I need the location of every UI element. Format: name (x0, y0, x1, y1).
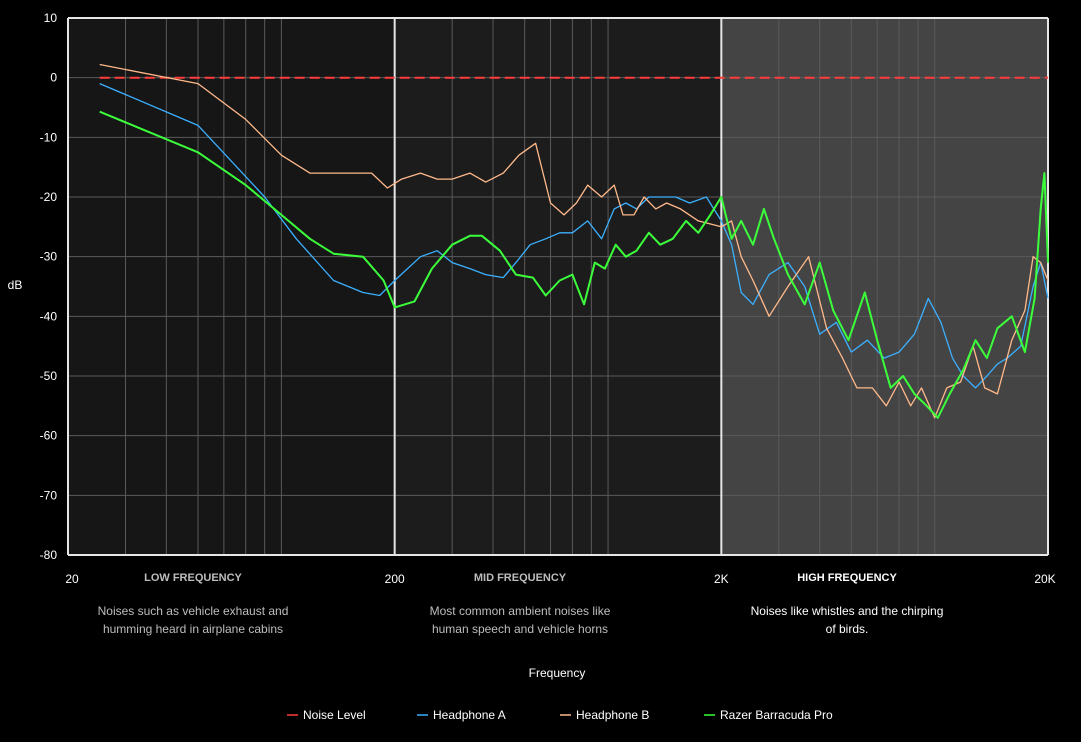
band-mid-frequency (394, 18, 722, 555)
legend-label: Razer Barracuda Pro (720, 708, 833, 722)
y-tick-label: -40 (40, 309, 58, 323)
band-description: of birds. (826, 622, 869, 636)
legend-item: Headphone A (417, 708, 506, 722)
x-tick-label: 2K (714, 572, 729, 586)
y-tick-label: -30 (40, 250, 58, 264)
band-description: humming heard in airplane cabins (103, 622, 283, 636)
x-tick-label: 200 (385, 572, 405, 586)
band-description: Noises like whistles and the chirping (751, 604, 944, 618)
band-description: Noises such as vehicle exhaust and (98, 604, 289, 618)
legend-label: Headphone A (433, 708, 506, 722)
x-tick-label: 20 (65, 572, 79, 586)
band-title: HIGH FREQUENCY (797, 572, 897, 584)
y-tick-label: -70 (40, 488, 58, 502)
band-labels: LOW FREQUENCY Noises such as vehicle exha… (98, 572, 944, 636)
legend-item: Razer Barracuda Pro (704, 708, 833, 722)
y-tick-label: -50 (40, 369, 58, 383)
y-tick-label: -80 (40, 548, 58, 562)
series-razer-barracuda-pro (99, 110, 1049, 419)
legend-label: Noise Level (303, 708, 366, 722)
y-tick-label: 0 (50, 71, 57, 85)
legend-label: Headphone B (576, 708, 649, 722)
y-tick-label: -60 (40, 429, 58, 443)
band-description: Most common ambient noises like (430, 604, 611, 618)
series-layer (99, 63, 1049, 419)
y-tick-label: -10 (40, 130, 58, 144)
y-axis-label: dB (8, 278, 23, 292)
x-axis-ticks: 20 200 2K 20K (65, 572, 1055, 586)
band-low-frequency (68, 18, 395, 555)
y-tick-label: -20 (40, 190, 58, 204)
band-high-frequency (721, 18, 1048, 555)
y-tick-label: 10 (44, 11, 58, 25)
band-description: human speech and vehicle horns (432, 622, 608, 636)
legend-item: Noise Level (287, 708, 366, 722)
x-axis-label: Frequency (529, 666, 586, 680)
y-axis-ticks: 10 0 -10 -20 -30 -40 -50 -60 -70 -80 (40, 11, 58, 562)
band-title: LOW FREQUENCY (144, 572, 242, 584)
legend-item: Headphone B (560, 708, 649, 722)
frequency-bands (68, 18, 1048, 555)
x-tick-label: 20K (1034, 572, 1055, 586)
chart-legend: Noise Level Headphone A Headphone B Razer B… (287, 708, 833, 722)
series-headphone-b (99, 63, 1049, 419)
series-headphone-a (99, 83, 1049, 389)
band-title: MID FREQUENCY (474, 572, 567, 584)
